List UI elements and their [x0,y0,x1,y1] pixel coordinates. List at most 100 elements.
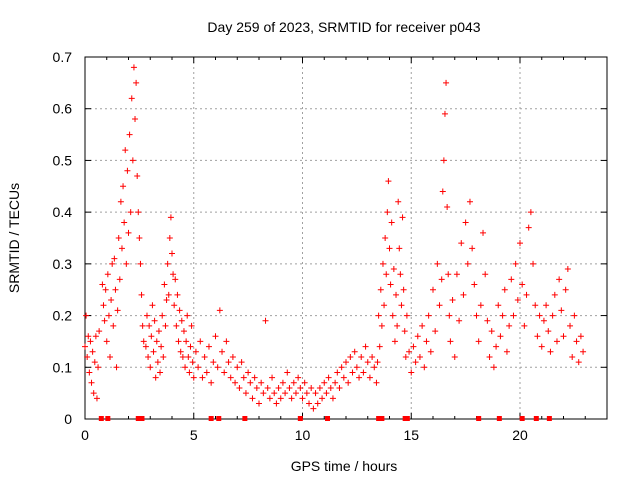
data-point [338,364,345,371]
data-point [184,312,191,319]
data-point [205,343,212,350]
data-point [484,317,491,324]
data-point [495,302,502,309]
data-point [93,395,100,402]
data-point [547,348,554,355]
data-point [221,369,228,376]
data-point [165,291,172,298]
data-point [332,379,339,386]
data-point [100,302,107,309]
data-point [271,390,278,397]
data-point [214,364,221,371]
data-point [456,317,463,324]
data-point [394,322,401,329]
data-point [216,307,223,314]
data-point [558,307,565,314]
data-point [446,312,453,319]
data-point [234,364,241,371]
data-point [238,359,245,366]
data-point [366,374,373,381]
data-point [109,260,116,267]
data-point [135,209,142,216]
data-point [432,328,439,335]
gap-marker [519,416,525,421]
y-tick-label: 0.3 [53,256,73,272]
data-point [488,328,495,335]
data-point [139,322,146,329]
data-point [260,390,267,397]
data-point [475,338,482,345]
data-point [438,276,445,283]
data-point [419,322,426,329]
data-point [345,379,352,386]
data-point [334,369,341,376]
data-point [183,338,190,345]
data-point [527,209,534,216]
data-point [275,384,282,391]
data-point [284,369,291,376]
data-point [155,328,162,335]
data-point [384,209,391,216]
data-point [306,400,313,407]
data-point [96,328,103,335]
data-point [212,333,219,340]
data-point [197,338,204,345]
data-point [249,395,256,402]
data-point [480,229,487,236]
data-point [323,390,330,397]
data-point [186,369,193,376]
data-point [85,333,92,340]
data-point [560,333,567,340]
data-point [381,302,388,309]
data-point [83,312,90,319]
data-point [176,307,183,314]
y-tick-label: 0 [64,411,72,427]
data-point [534,333,541,340]
data-point [242,390,249,397]
data-point [162,322,169,329]
data-point [247,379,254,386]
data-point [236,384,243,391]
data-point [86,369,93,376]
data-point [201,353,208,360]
data-point [114,307,121,314]
data-point [521,322,528,329]
data-point [423,338,430,345]
data-point [240,374,247,381]
gap-marker [139,416,145,421]
data-point [525,224,532,231]
data-point [143,312,150,319]
gap-marker [404,416,410,421]
data-point [277,395,284,402]
data-point [101,317,108,324]
gap-marker [98,416,104,421]
data-point [173,322,180,329]
y-axis-label: SRMTID / TECUs [6,183,22,293]
data-point [383,271,390,278]
gap-marker [546,416,552,421]
data-point [303,390,310,397]
data-point [123,260,130,267]
data-point [163,297,170,304]
data-point [549,312,556,319]
data-point [360,369,367,376]
data-point [92,333,99,340]
data-point [151,317,158,324]
data-point [340,374,347,381]
data-point [469,245,476,252]
data-point [493,343,500,350]
x-tick-label: 10 [295,427,311,443]
data-point [187,343,194,350]
data-point [458,240,465,247]
data-point [288,395,295,402]
data-point [273,400,280,407]
data-point [425,312,432,319]
data-point [399,214,406,221]
data-point [571,312,578,319]
data-point [113,364,120,371]
data-point [295,374,302,381]
data-point [153,338,160,345]
data-point [179,353,186,360]
x-tick-label: 5 [190,427,198,443]
y-tick-label: 0.7 [53,49,73,65]
